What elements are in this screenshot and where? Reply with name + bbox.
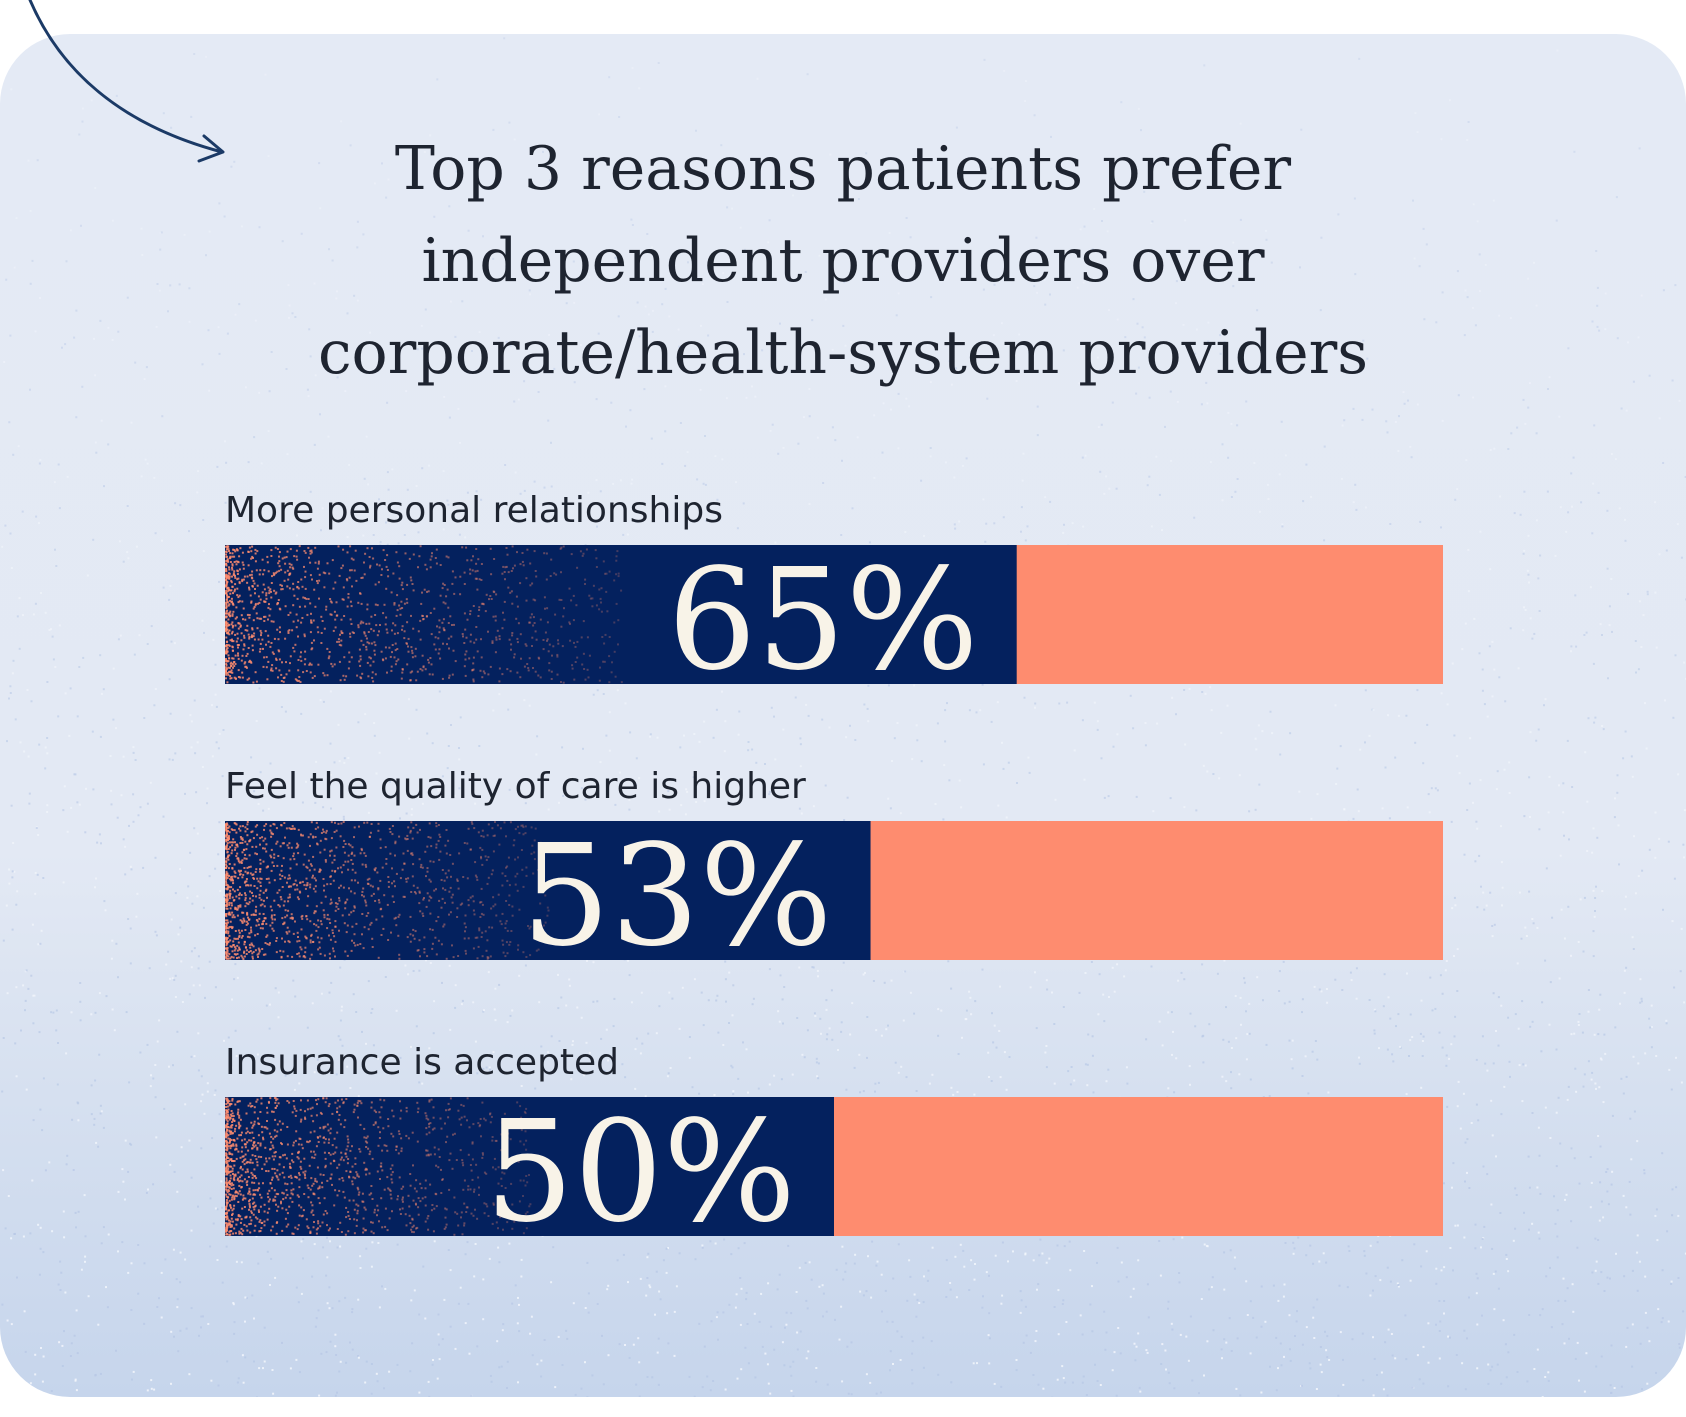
- chart-title-line-3: corporate/health-system providers: [317, 318, 1369, 388]
- bar-grain: [225, 821, 550, 960]
- bar-grain: [225, 1097, 532, 1236]
- bar-group: Insurance is accepted 50%: [225, 1042, 1443, 1254]
- bar: [225, 545, 1017, 684]
- bar-group: Feel the quality of care is higher 53%: [225, 766, 1443, 978]
- category-label: Feel the quality of care is higher: [225, 766, 806, 807]
- value-label: 53%: [521, 815, 832, 978]
- bar-group: More personal relationships 65%: [225, 490, 1443, 702]
- chart-title: Top 3 reasons patients prefer independen…: [243, 123, 1443, 399]
- value-label: 50%: [485, 1091, 796, 1254]
- value-label: 65%: [668, 539, 979, 702]
- chart-title-line-2: independent providers over: [421, 226, 1265, 296]
- bar-grain: [225, 545, 623, 684]
- category-label: More personal relationships: [225, 490, 723, 531]
- chart-title-line-1: Top 3 reasons patients prefer: [394, 134, 1292, 204]
- curved-arrow-icon: [28, 0, 225, 163]
- bar: [225, 821, 871, 960]
- category-label: Insurance is accepted: [225, 1042, 619, 1083]
